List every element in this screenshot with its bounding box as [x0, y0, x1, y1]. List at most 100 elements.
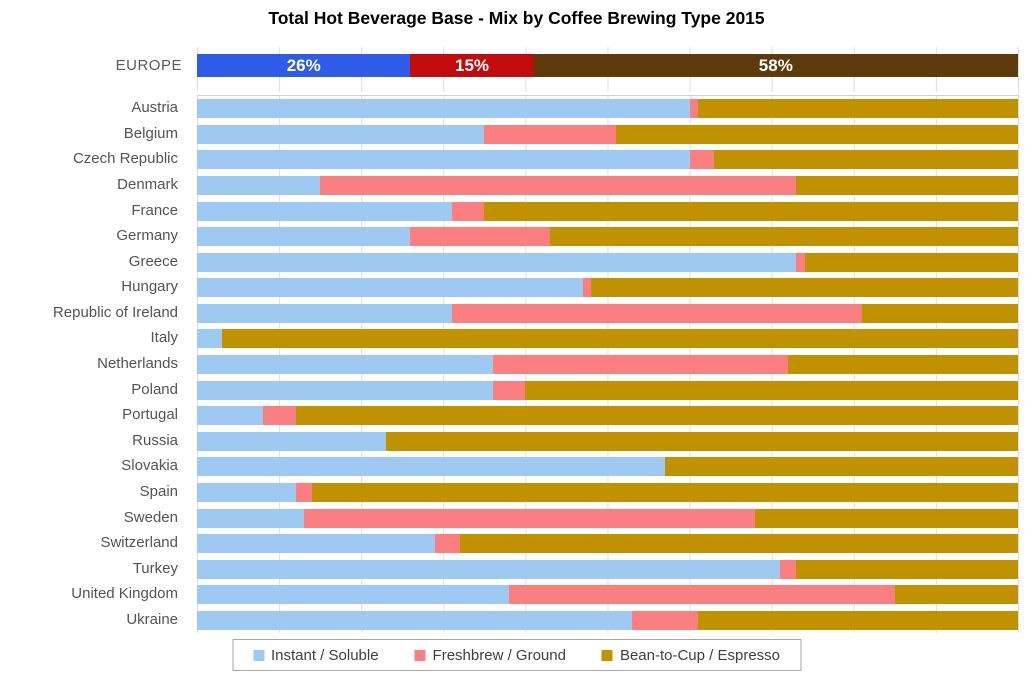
stacked-bar [197, 534, 1018, 554]
legend-item-freshbrew: Freshbrew / Ground [414, 646, 566, 664]
segment-bean-to-cup-espresso [459, 534, 1018, 554]
country-row-slovakia [197, 454, 1018, 480]
segment-bean-to-cup-espresso [484, 201, 1018, 221]
legend: Instant / Soluble Freshbrew / Ground Bea… [231, 639, 802, 671]
country-row-czech-republic [197, 147, 1018, 173]
stacked-bar [197, 559, 1018, 579]
country-row-denmark [197, 173, 1018, 199]
country-row-austria [197, 96, 1018, 122]
country-row-france [197, 198, 1018, 224]
segment-freshbrew-ground [689, 150, 715, 170]
country-row-ukraine [197, 608, 1018, 634]
stacked-bar [197, 431, 1018, 451]
stacked-bar [197, 406, 1018, 426]
stacked-bar [197, 508, 1018, 528]
segment-bean-to-cup-espresso [697, 610, 1018, 630]
country-row-greece [197, 249, 1018, 275]
stacked-bar [197, 201, 1018, 221]
country-row-poland [197, 377, 1018, 403]
stacked-bar [197, 303, 1018, 323]
stacked-bar [197, 278, 1018, 298]
segment-bean-to-cup-espresso [796, 176, 1018, 196]
segment-bean-to-cup-espresso [804, 252, 1018, 272]
segment-instant-soluble [197, 99, 690, 119]
stacked-bar [197, 457, 1018, 477]
segment-freshbrew-ground [484, 124, 616, 144]
category-label-united-kingdom: United Kingdom [71, 585, 178, 603]
category-label-netherlands: Netherlands [97, 355, 178, 373]
segment-instant-soluble [197, 482, 296, 502]
country-row-republic-of-ireland [197, 301, 1018, 327]
stacked-bar [197, 150, 1018, 170]
stacked-bar [197, 610, 1018, 630]
category-label-ukraine: Ukraine [126, 610, 178, 628]
category-label-switzerland: Switzerland [100, 534, 178, 552]
segment-freshbrew-ground [779, 559, 797, 579]
segment-instant-soluble [197, 508, 304, 528]
segment-freshbrew-ground [262, 406, 296, 426]
category-label-italy: Italy [150, 329, 178, 347]
segment-instant-soluble [197, 329, 222, 349]
segment-instant-soluble [197, 610, 633, 630]
stacked-bar [197, 124, 1018, 144]
category-label-russia: Russia [132, 431, 178, 449]
segment-bean-to-cup-espresso [755, 508, 1018, 528]
segment-instant-soluble [197, 201, 452, 221]
europe-segment-value: 26% [286, 56, 321, 75]
segment-freshbrew-ground [451, 201, 485, 221]
segment-freshbrew-ground [689, 99, 698, 119]
segment-bean-to-cup-espresso [295, 406, 1018, 426]
segment-instant-soluble [197, 559, 780, 579]
category-label-greece: Greece [128, 252, 178, 270]
category-label-portugal: Portugal [122, 406, 178, 424]
segment-freshbrew-ground [492, 355, 789, 375]
segment-bean-to-cup-espresso [664, 457, 1018, 477]
country-row-hungary [197, 275, 1018, 301]
stacked-bar [197, 176, 1018, 196]
segment-instant-soluble [197, 303, 452, 323]
category-label-germany: Germany [116, 227, 178, 245]
europe-segment-bean-to-cup-espresso: 58% [533, 54, 1018, 77]
category-label-slovakia: Slovakia [121, 457, 178, 475]
stacked-bar [197, 585, 1018, 605]
segment-instant-soluble [197, 124, 485, 144]
europe-axis-label: EUROPE [115, 57, 182, 74]
segment-bean-to-cup-espresso [894, 585, 1018, 605]
segment-instant-soluble [197, 431, 386, 451]
segment-instant-soluble [197, 150, 690, 170]
segment-freshbrew-ground [410, 227, 551, 247]
category-label-austria: Austria [131, 99, 178, 117]
segment-freshbrew-ground [796, 252, 805, 272]
segment-instant-soluble [197, 227, 411, 247]
segment-freshbrew-ground [508, 585, 895, 605]
category-label-republic-of-ireland: Republic of Ireland [52, 303, 178, 321]
country-row-united-kingdom [197, 582, 1018, 608]
country-row-germany [197, 224, 1018, 250]
segment-freshbrew-ground [320, 176, 797, 196]
category-label-hungary: Hungary [121, 278, 178, 296]
country-row-spain [197, 480, 1018, 506]
segment-bean-to-cup-espresso [525, 380, 1018, 400]
category-label-france: France [131, 201, 178, 219]
stacked-bar [197, 99, 1018, 119]
legend-label: Freshbrew / Ground [432, 646, 566, 664]
europe-segment-instant-soluble: 26% [197, 54, 411, 77]
segment-bean-to-cup-espresso [788, 355, 1018, 375]
legend-item-instant: Instant / Soluble [252, 647, 379, 664]
segment-bean-to-cup-espresso [221, 329, 1018, 349]
stacked-bar [197, 329, 1018, 349]
segment-instant-soluble [197, 355, 493, 375]
category-label-poland: Poland [131, 380, 178, 398]
country-row-italy [197, 326, 1018, 352]
segment-bean-to-cup-espresso [615, 124, 1018, 144]
stacked-bar [197, 227, 1018, 247]
europe-segment-value: 58% [758, 56, 793, 75]
chart-title: Total Hot Beverage Base - Mix by Coffee … [268, 8, 765, 28]
stacked-bar [197, 380, 1018, 400]
segment-freshbrew-ground [295, 482, 312, 502]
country-rows [197, 96, 1018, 633]
stacked-bar [197, 355, 1018, 375]
stacked-bar [197, 482, 1018, 502]
legend-label: Bean-to-Cup / Espresso [619, 646, 781, 664]
segment-instant-soluble [197, 252, 797, 272]
